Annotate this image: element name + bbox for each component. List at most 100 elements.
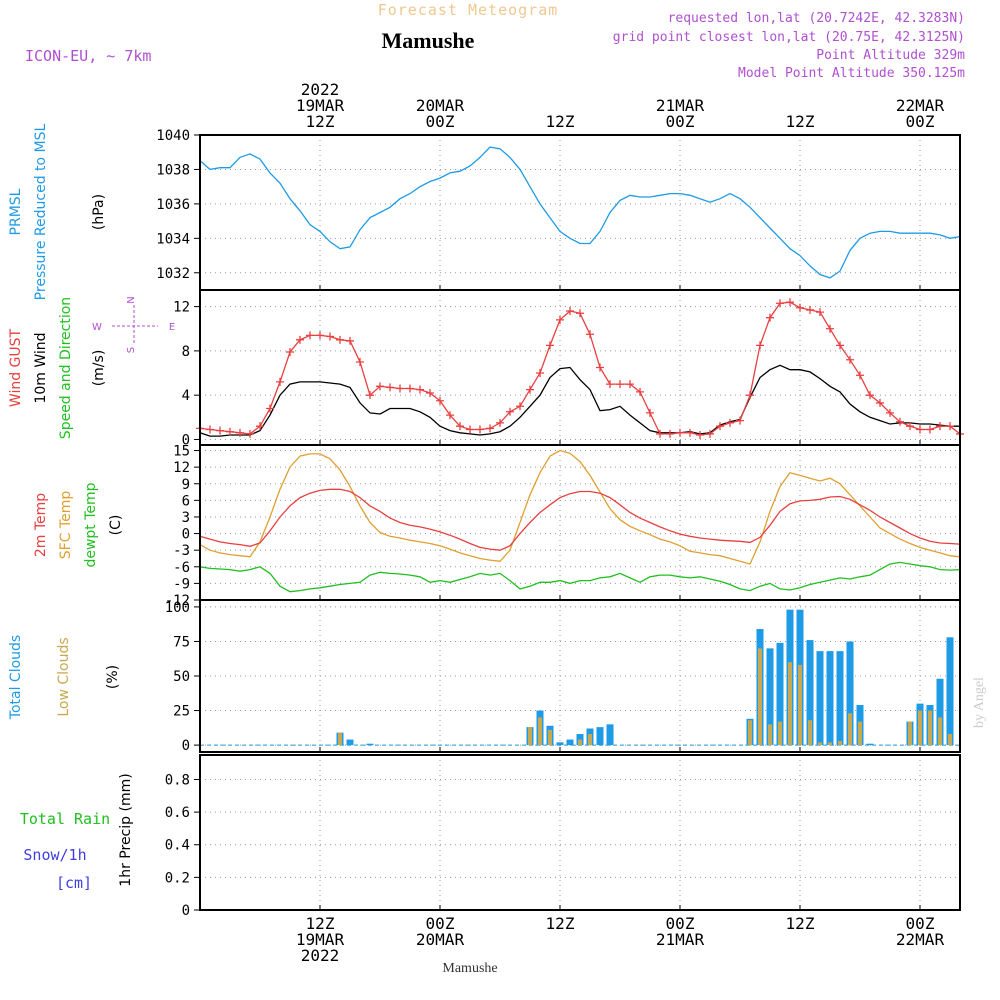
gust-marker	[766, 313, 774, 322]
gust-marker	[776, 299, 784, 308]
total-clouds-bar	[776, 642, 784, 746]
gust-marker	[346, 336, 354, 345]
low-clouds-bar	[788, 662, 792, 746]
precip-ytick-label: 0.2	[165, 870, 190, 886]
total-clouds-bar	[556, 742, 564, 746]
clouds-ytick-label: 0	[182, 738, 190, 754]
gust-marker	[666, 429, 674, 438]
top-time-label: 12Z	[306, 112, 335, 131]
precip-ytick-label: 0.8	[165, 772, 190, 788]
bottom-time-label: 12Z	[306, 914, 335, 933]
total-clouds-bar	[846, 641, 854, 746]
total-clouds-bar	[766, 648, 774, 746]
pressure-label: PRMSL	[8, 188, 24, 235]
gust-marker	[276, 377, 284, 386]
gust-marker	[726, 418, 734, 427]
gust-marker	[736, 416, 744, 425]
gust-marker	[416, 385, 424, 394]
label-layer: 1032103410361038104004812-12-9-6-3036912…	[8, 80, 944, 965]
gust-marker	[916, 425, 924, 434]
gust-marker	[226, 427, 234, 436]
gust-marker	[876, 398, 884, 407]
gust-marker	[306, 331, 314, 340]
bottom-time-label: 21MAR	[656, 930, 705, 949]
wind-unit: (m/s)	[91, 350, 107, 387]
gust-marker	[596, 363, 604, 372]
low-clouds-bar	[828, 742, 832, 746]
low-clouds-bar	[858, 721, 862, 746]
compass-east: E	[169, 322, 175, 333]
compass-south: S	[126, 347, 137, 353]
gust-marker	[446, 411, 454, 420]
gust-marker	[676, 428, 684, 437]
low-clouds-bar	[748, 720, 752, 746]
bottom-time-label: 00Z	[906, 914, 935, 933]
total-clouds-bar	[816, 651, 824, 746]
temp-ytick-label: -9	[173, 576, 190, 592]
compass-west: W	[92, 322, 102, 333]
low-clouds-bar	[338, 732, 342, 746]
gust-marker	[836, 341, 844, 350]
precip-ytick-label: 0.6	[165, 805, 190, 821]
gust-marker	[246, 429, 254, 438]
top-time-label: 12Z	[786, 112, 815, 131]
wind-ytick-label: 8	[182, 344, 190, 360]
precip-unit: 1hr Precip (mm)	[118, 773, 134, 886]
precip-ytick-label: 0.4	[165, 838, 190, 854]
gust-marker	[556, 315, 564, 324]
wind-ytick-label: 12	[173, 300, 190, 316]
low-clouds-bar	[908, 721, 912, 746]
point-altitude: Point Altitude 329m	[816, 48, 965, 63]
total-clouds-bar	[606, 724, 614, 746]
2m-temp-line	[199, 488, 961, 551]
gust-marker	[866, 391, 874, 400]
gust-marker	[816, 308, 824, 317]
low-clouds-bar	[758, 648, 762, 746]
gust-marker	[516, 402, 524, 411]
gust-marker	[926, 425, 934, 434]
top-time-label: 00Z	[426, 112, 455, 131]
gust-marker	[626, 380, 634, 389]
rain-label: Total Rain	[20, 810, 110, 828]
wind-speed-line	[199, 364, 960, 437]
dewpt-label: dewpt Temp	[83, 482, 99, 567]
footer-title: Mamushe	[442, 961, 497, 976]
gust-label: Wind GUST	[8, 328, 24, 407]
gust-marker	[846, 355, 854, 364]
snow-unit-label: [cm]	[56, 874, 92, 892]
temp-unit: (C)	[108, 515, 124, 536]
bottom-time-label: 20MAR	[416, 930, 465, 949]
gust-marker	[266, 404, 274, 413]
top-time-label: 12Z	[546, 112, 575, 131]
top-time-label: 19MAR	[296, 96, 345, 115]
top-time-label: 00Z	[906, 112, 935, 131]
gust-marker	[756, 341, 764, 350]
gust-marker	[826, 324, 834, 333]
gust-marker	[796, 303, 804, 312]
pressure-ytick-label: 1034	[156, 231, 190, 247]
gust-marker	[406, 384, 414, 393]
gust-marker	[476, 425, 484, 434]
low-clouds-bar	[778, 721, 782, 746]
pressure-label: Pressure Reduced to MSL	[33, 123, 49, 300]
gust-marker	[636, 387, 644, 396]
gust-marker	[526, 385, 534, 394]
low-clouds-bar	[808, 720, 812, 746]
bottom-time-label: 00Z	[666, 914, 695, 933]
low-clouds-label: Low Clouds	[56, 637, 72, 716]
low-clouds-bar	[938, 717, 942, 746]
low-clouds-bar	[928, 710, 932, 746]
bottom-time-label: 19MAR	[296, 930, 345, 949]
wind-ytick-label: 0	[182, 432, 190, 448]
gust-marker	[686, 428, 694, 437]
total-clouds-bar	[346, 739, 354, 746]
gust-marker	[786, 298, 794, 307]
total-clouds-bar	[806, 640, 814, 746]
temp-ytick-label: 15	[173, 444, 190, 460]
top-time-label: 2022	[301, 80, 340, 99]
gust-marker	[656, 429, 664, 438]
model-point-altitude: Model Point Altitude 350.125m	[738, 66, 965, 81]
gust-marker	[316, 331, 324, 340]
gust-marker	[336, 335, 344, 344]
